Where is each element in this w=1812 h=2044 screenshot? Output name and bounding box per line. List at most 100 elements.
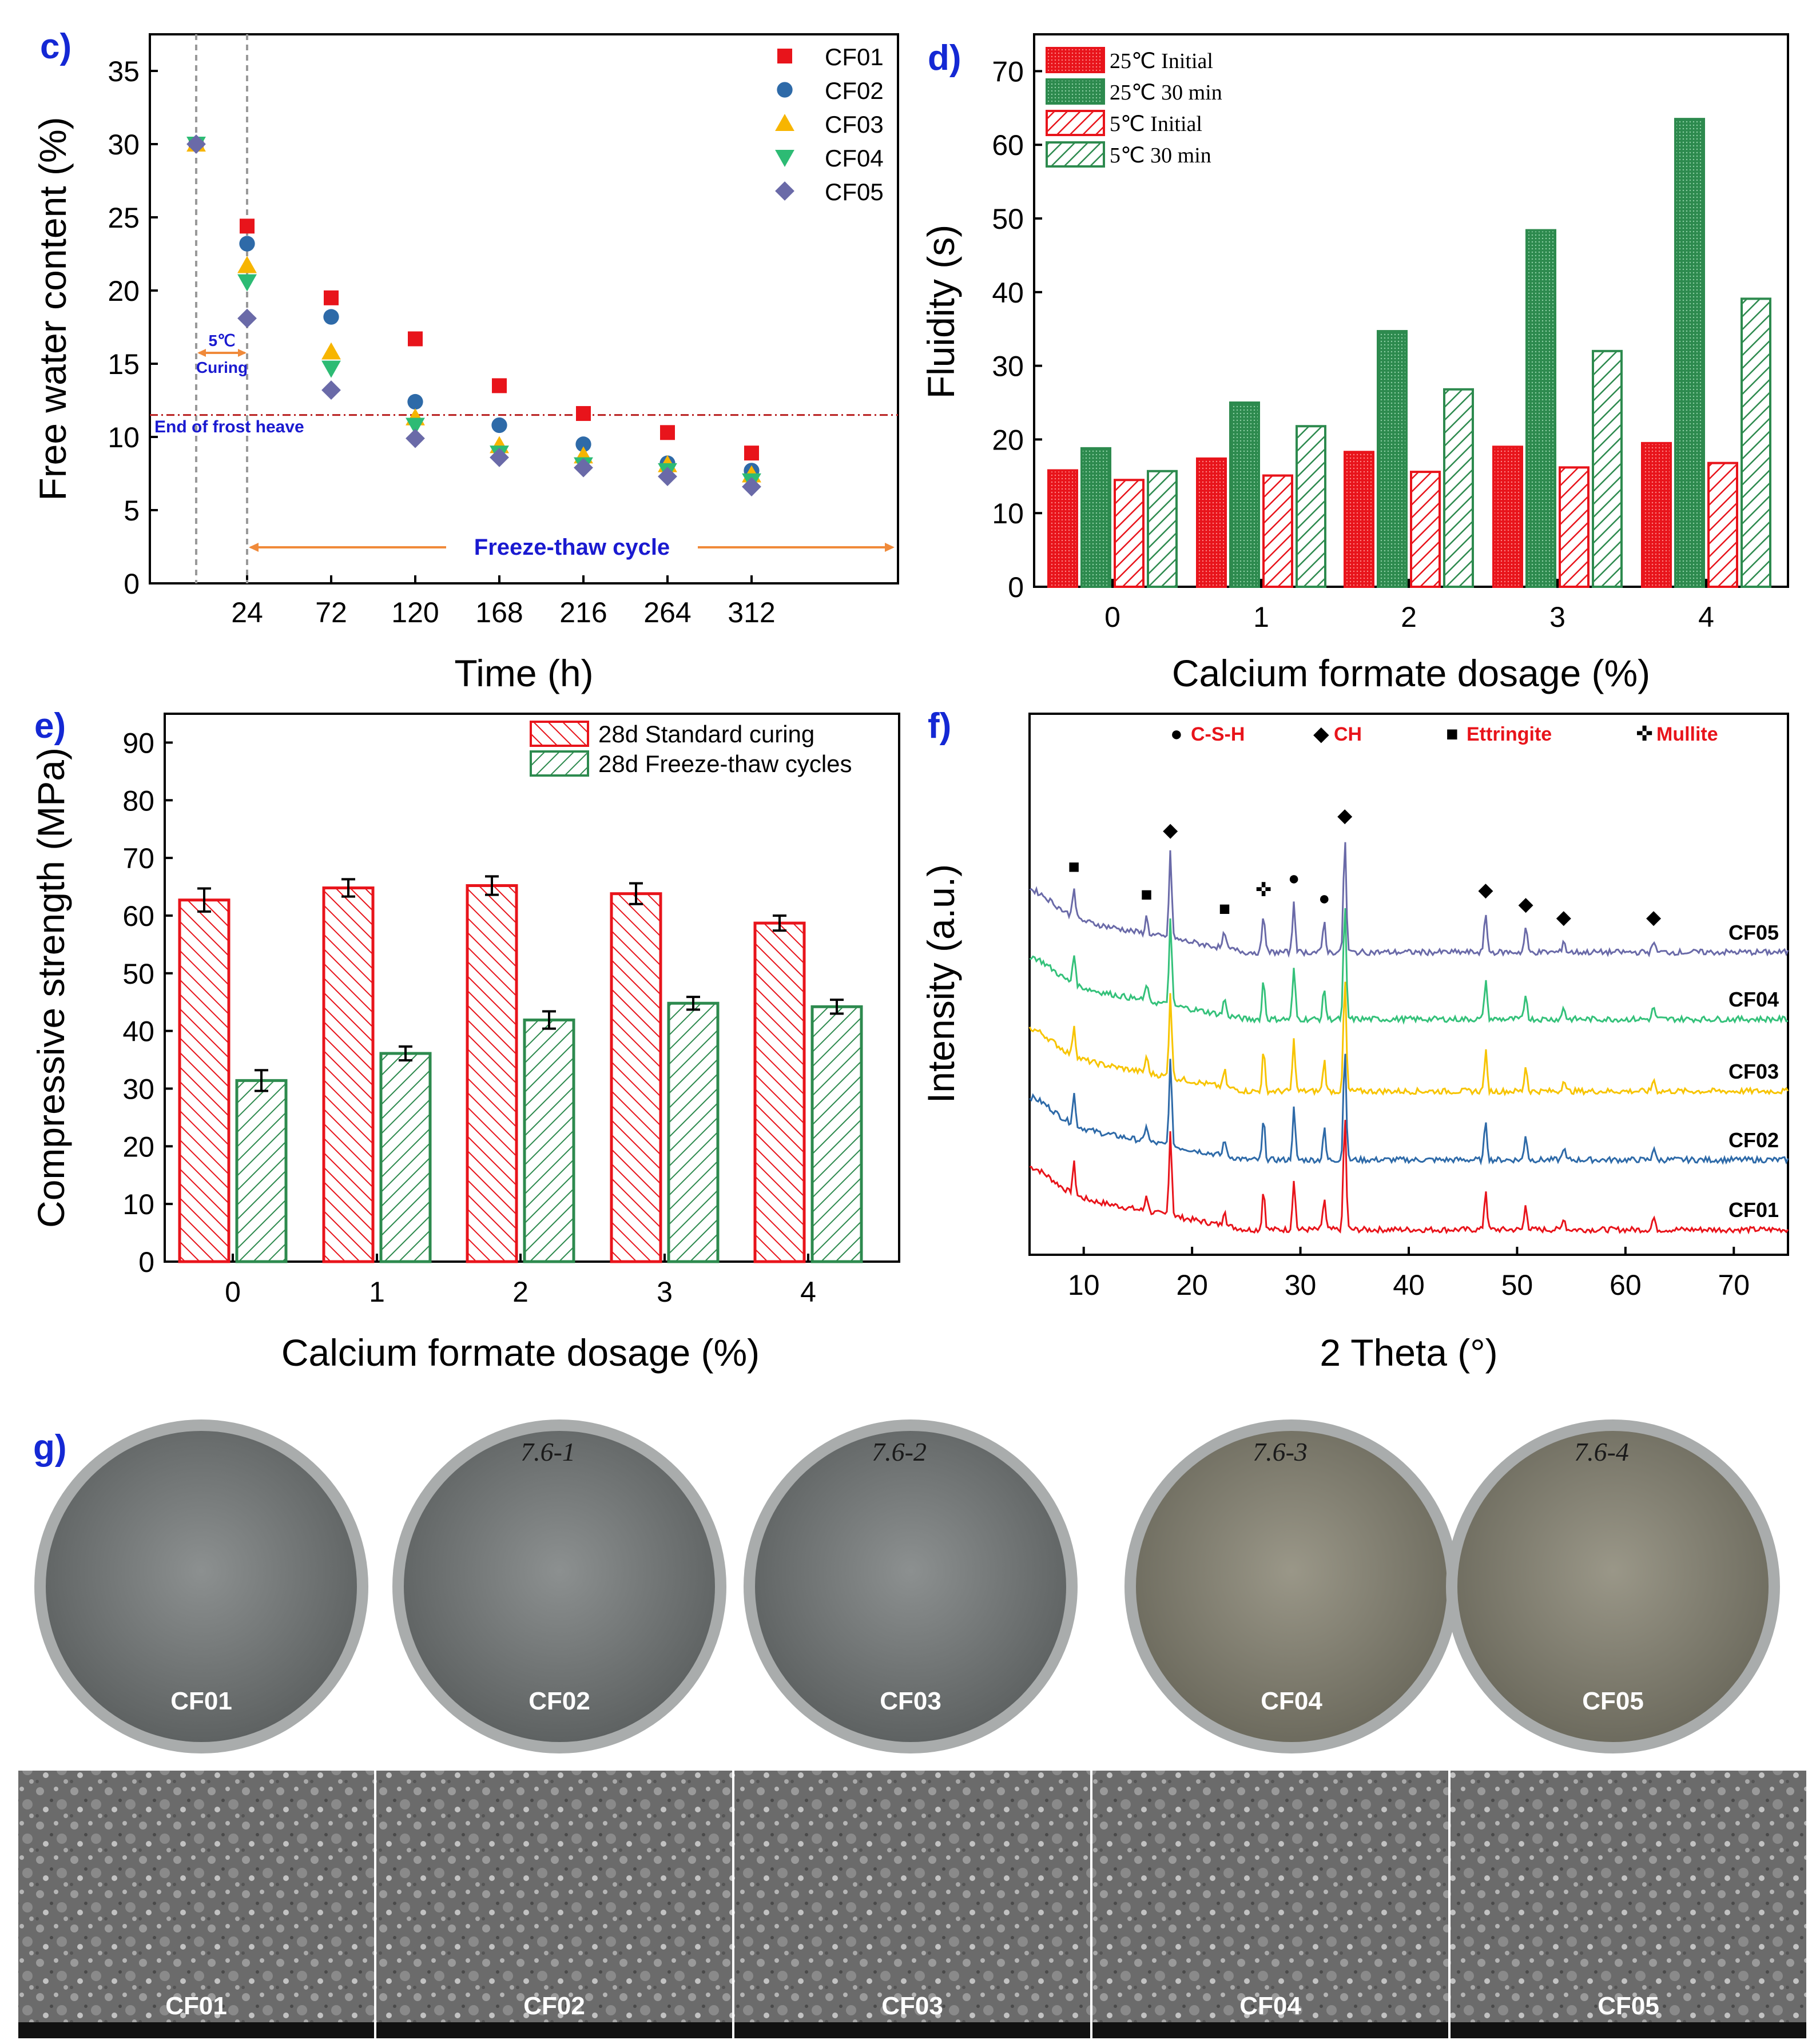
- sem-image: [376, 1771, 732, 2022]
- bar-1-2: [523, 1018, 575, 1263]
- legend-label: 5℃ Initial: [1110, 112, 1202, 136]
- data-point-cf01: [576, 406, 591, 421]
- panel-c-x-axis: 24 72 120 168 216 264 312: [231, 575, 776, 629]
- data-point-cf03: [237, 256, 257, 273]
- x-tick-label: 30: [1285, 1269, 1317, 1301]
- bar-1-3: [1525, 229, 1556, 588]
- bar-1-3: [667, 1001, 720, 1263]
- x-tick-label: 60: [1610, 1269, 1642, 1301]
- xrd-series-label: CF01: [1728, 1198, 1779, 1222]
- y-tick-label: 50: [992, 203, 1024, 235]
- panel-e-bars: [178, 875, 863, 1263]
- panel-e-x-axis: 0 1 2 3 4: [225, 1254, 816, 1308]
- panel-c-frame: [149, 33, 899, 584]
- legend-swatch: [1046, 78, 1105, 105]
- peak-marker: ◆: [1337, 805, 1353, 826]
- sem-label: CF04: [1239, 1992, 1301, 2020]
- panel-f-y-label: Intensity (a.u.): [920, 864, 962, 1103]
- legend-marker-cf05: [775, 181, 794, 201]
- x-tick-label: 2: [512, 1276, 528, 1308]
- y-tick-label: 30: [122, 1073, 154, 1105]
- data-point-cf05: [490, 447, 509, 467]
- y-tick-label: 70: [992, 55, 1024, 88]
- x-tick-label: 4: [800, 1276, 816, 1308]
- xrd-pattern-cf04: [1029, 908, 1789, 1025]
- freeze-thaw-arrow-right-head: [885, 543, 895, 552]
- curing-label: Curing: [196, 359, 248, 376]
- legend-label: Mullite: [1656, 723, 1718, 745]
- peak-marker: ■: [1141, 884, 1153, 905]
- data-point-cf02: [407, 393, 423, 410]
- y-tick-label: 60: [992, 129, 1024, 161]
- panel-f-patterns: CF01 CF02 CF03 CF04 CF05: [1028, 842, 1789, 1235]
- legend-label: 5℃ 30 min: [1110, 144, 1211, 168]
- specimen-label: CF05: [1582, 1687, 1644, 1715]
- sem-label: CF03: [881, 1992, 943, 2020]
- peak-marker: ◆: [1163, 820, 1178, 841]
- panel-f-legend: ● C-S-H ◆ CH ■ Ettringite ✜ Mullite: [1170, 722, 1718, 745]
- legend-label: Ettringite: [1467, 723, 1552, 745]
- sem-label: CF01: [165, 1992, 227, 2020]
- bar-0-2: [1344, 451, 1374, 588]
- panel-f-label: f): [928, 706, 951, 746]
- data-point-cf05: [742, 477, 761, 496]
- x-tick-label: 20: [1176, 1269, 1208, 1301]
- bar-2-2: [1410, 471, 1441, 588]
- data-point-cf04: [406, 417, 425, 435]
- y-tick-label: 40: [122, 1016, 154, 1048]
- xrd-pattern-cf05: [1029, 842, 1789, 958]
- y-tick-label: 25: [108, 202, 140, 234]
- panel-d-y-axis: 0 10 20 30 40 50 60 70: [992, 55, 1042, 603]
- x-tick-label: 264: [643, 597, 691, 629]
- data-point-cf04: [237, 274, 257, 292]
- x-tick-label: 72: [315, 597, 347, 629]
- sem-image: [18, 1771, 374, 2022]
- y-tick-label: 0: [1008, 571, 1024, 603]
- data-point-cf02: [575, 436, 591, 452]
- panel-e-y-axis: 0 10 20 30 40 50 60 70 80 90: [122, 727, 173, 1278]
- data-point-cf05: [321, 380, 341, 400]
- bar-1-0: [1080, 447, 1111, 588]
- x-tick-label: 0: [1104, 601, 1120, 633]
- bar-0-2: [466, 884, 518, 1263]
- data-point-cf03: [321, 342, 341, 360]
- x-tick-label: 70: [1718, 1269, 1750, 1301]
- bar-2-3: [1559, 466, 1590, 588]
- legend-swatch: [1046, 110, 1105, 136]
- sem-info-bar: [1092, 2022, 1448, 2038]
- legend-label: CF02: [825, 77, 884, 104]
- data-point-cf02: [239, 236, 255, 252]
- x-tick-label: 168: [475, 597, 523, 629]
- specimen-mark: 7.6-3: [1253, 1437, 1308, 1466]
- specimen-label: CF02: [528, 1687, 590, 1715]
- panel-d-label: d): [928, 38, 961, 78]
- sem-image: [734, 1771, 1090, 2022]
- bar-3-2: [1443, 388, 1474, 588]
- panel-e-bar-chart: e) 0 10 20 30 40 50 60 70 80 90 0 1 2 3 4 28d Standar…: [30, 706, 900, 1374]
- y-tick-label: 40: [992, 277, 1024, 309]
- panel-c-points: [186, 134, 761, 496]
- data-point-cf01: [492, 378, 507, 393]
- y-tick-label: 20: [122, 1131, 154, 1163]
- bar-1-2: [1377, 330, 1408, 588]
- bar-1-1: [379, 1052, 432, 1263]
- panel-c-scatter-chart: c) 0 5 10 15 20 25 30 35 24 72 120 168 216 264 312 En…: [31, 27, 899, 694]
- panel-c-y-label: Free water content (%): [31, 117, 74, 500]
- data-point-cf05: [237, 308, 257, 328]
- peak-marker: ◆: [1646, 906, 1662, 928]
- y-tick-label: 0: [124, 568, 140, 600]
- legend-swatch: [530, 750, 589, 777]
- y-tick-label: 30: [108, 129, 140, 161]
- legend-swatch: [530, 721, 589, 747]
- freeze-thaw-label: Freeze-thaw cycle: [474, 535, 670, 560]
- legend-marker-cf01: [777, 49, 792, 63]
- peak-marker: ●: [1288, 868, 1300, 889]
- specimen-mark: 7.6-1: [520, 1437, 575, 1466]
- data-point-cf01: [240, 218, 255, 234]
- specimen-face: [46, 1431, 357, 1742]
- xrd-series-label: CF05: [1728, 921, 1779, 944]
- x-tick-label: 4: [1698, 601, 1714, 633]
- y-tick-label: 20: [992, 424, 1024, 456]
- peak-marker: ■: [1068, 856, 1080, 877]
